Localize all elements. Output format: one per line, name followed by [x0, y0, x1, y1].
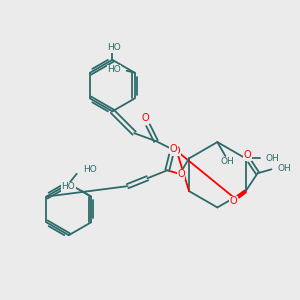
Text: HO: HO — [61, 182, 75, 191]
Text: O: O — [244, 150, 251, 161]
Text: O: O — [173, 146, 181, 156]
Text: O: O — [230, 196, 238, 206]
Text: O: O — [141, 113, 149, 123]
Text: O: O — [169, 143, 177, 154]
Text: O: O — [177, 169, 185, 179]
Text: OH: OH — [220, 158, 234, 166]
Text: HO: HO — [107, 65, 121, 74]
Text: OH: OH — [278, 164, 291, 173]
Text: OH: OH — [266, 154, 279, 163]
Text: HO: HO — [107, 44, 121, 52]
Text: HO: HO — [84, 165, 98, 174]
